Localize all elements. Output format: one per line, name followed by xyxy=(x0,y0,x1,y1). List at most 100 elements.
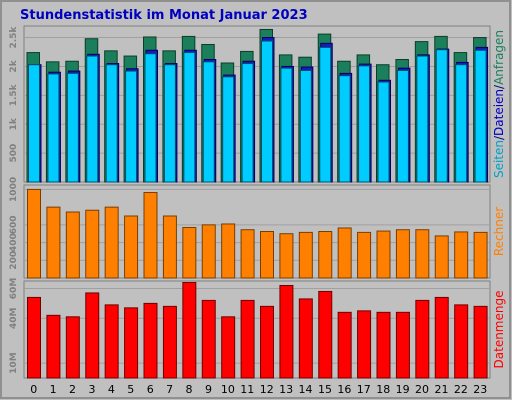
seiten-bar xyxy=(222,76,235,183)
seiten-bar xyxy=(474,49,487,183)
seiten-bar xyxy=(105,64,118,183)
requests-ytick-label: 500 xyxy=(9,144,19,163)
rechner-bar xyxy=(104,206,119,279)
seiten-bar xyxy=(47,73,60,183)
datenmenge-bar xyxy=(454,304,469,379)
hosts-plot-area xyxy=(23,184,491,279)
seiten-bar xyxy=(396,69,409,183)
seiten-bar xyxy=(86,55,99,183)
rechner-bar xyxy=(124,215,139,279)
seiten-bar xyxy=(183,52,196,183)
rechner-bar xyxy=(298,231,313,279)
datenmenge-bar xyxy=(124,307,139,379)
datenmenge-bar xyxy=(143,302,158,379)
datenmenge-bar xyxy=(376,311,391,379)
xtick-label: 7 xyxy=(166,383,173,396)
xtick-label: 13 xyxy=(279,383,293,396)
volume-plot-area xyxy=(23,280,491,379)
rechner-bar xyxy=(65,211,80,279)
rechner-bar xyxy=(337,227,352,279)
xtick-label: 9 xyxy=(205,383,212,396)
ylabel-part: / xyxy=(492,84,506,89)
ylabel-part: Datenmenge xyxy=(492,291,506,369)
rechner-bar xyxy=(376,230,391,279)
requests-ytick-label: 1.5k xyxy=(9,83,19,106)
rechner-bar xyxy=(318,231,333,279)
xtick-label: 12 xyxy=(260,383,274,396)
rechner-bar xyxy=(415,229,430,279)
ylabel-part: Seiten xyxy=(492,140,506,178)
volume-ytick-label: 40M xyxy=(9,308,19,330)
seiten-bar xyxy=(261,40,273,183)
seiten-bar xyxy=(144,53,157,183)
seiten-bar xyxy=(202,61,215,183)
xtick-label: 4 xyxy=(108,383,115,396)
seiten-bar xyxy=(455,64,468,183)
requests-ylabel: Seiten/Dateien/Anfragen xyxy=(492,30,506,178)
requests-ytick-label: 2k xyxy=(9,59,19,72)
xtick-label: 17 xyxy=(357,383,371,396)
rechner-bar xyxy=(395,229,410,279)
datenmenge-bar xyxy=(201,299,216,379)
datenmenge-bar xyxy=(337,311,352,379)
ylabel-part: / xyxy=(492,135,506,140)
datenmenge-bar xyxy=(298,298,313,379)
datenmenge-bar xyxy=(162,305,177,379)
rechner-bar xyxy=(240,229,255,279)
datenmenge-bar xyxy=(279,284,294,379)
xtick-label: 5 xyxy=(127,383,134,396)
seiten-bar xyxy=(299,69,312,183)
requests-plot-area xyxy=(23,25,491,183)
seiten-bar xyxy=(338,75,351,183)
xtick-label: 3 xyxy=(88,383,95,396)
xtick-label: 0 xyxy=(30,383,37,396)
rechner-bar xyxy=(434,235,449,279)
requests-ytick-label: 2.5k xyxy=(9,26,19,49)
rechner-bar xyxy=(46,206,61,279)
rechner-bar xyxy=(162,215,177,279)
datenmenge-bar xyxy=(65,316,80,379)
chart-title: Stundenstatistik im Monat Januar 2023 xyxy=(20,8,308,23)
datenmenge-bar xyxy=(395,311,410,379)
seiten-bar xyxy=(358,65,371,183)
ylabel-part: Anfragen xyxy=(492,30,506,85)
xtick-label: 19 xyxy=(396,383,410,396)
seiten-bar xyxy=(435,49,448,183)
rechner-bar xyxy=(221,223,236,279)
xtick-label: 6 xyxy=(147,383,154,396)
seiten-bar xyxy=(377,81,390,183)
hosts-ylabel: Rechner xyxy=(492,207,506,256)
volume-panel: 10M 40M 60M Datenmenge xyxy=(9,278,506,379)
hosts-ytick-label: 200 xyxy=(9,251,19,270)
xtick-label: 20 xyxy=(415,383,429,396)
volume-ylabel: Datenmenge xyxy=(492,291,506,369)
ylabel-part: Rechner xyxy=(492,207,506,256)
datenmenge-bar xyxy=(415,299,430,379)
xtick-label: 16 xyxy=(337,383,351,396)
datenmenge-bar xyxy=(357,310,372,379)
datenmenge-bar xyxy=(182,281,197,379)
xtick-label: 18 xyxy=(376,383,390,396)
datenmenge-bar xyxy=(434,296,449,379)
xtick-label: 14 xyxy=(299,383,313,396)
datenmenge-bar xyxy=(221,316,236,379)
xtick-label: 8 xyxy=(186,383,193,396)
datenmenge-bar xyxy=(260,305,274,379)
xtick-label: 1 xyxy=(50,383,57,396)
seiten-bar xyxy=(28,64,40,183)
seiten-bar xyxy=(163,64,176,183)
xtick-label: 15 xyxy=(318,383,332,396)
seiten-bar xyxy=(416,55,429,183)
seiten-bar xyxy=(241,63,254,183)
seiten-bar xyxy=(66,72,79,183)
hosts-ytick-label: 600 xyxy=(9,215,19,234)
xtick-label: 2 xyxy=(69,383,76,396)
volume-ytick-label: 10M xyxy=(9,352,19,374)
volume-ytick-label: 60M xyxy=(9,278,19,300)
datenmenge-bar xyxy=(104,304,119,379)
hosts-ytick-label: 400 xyxy=(9,233,19,252)
